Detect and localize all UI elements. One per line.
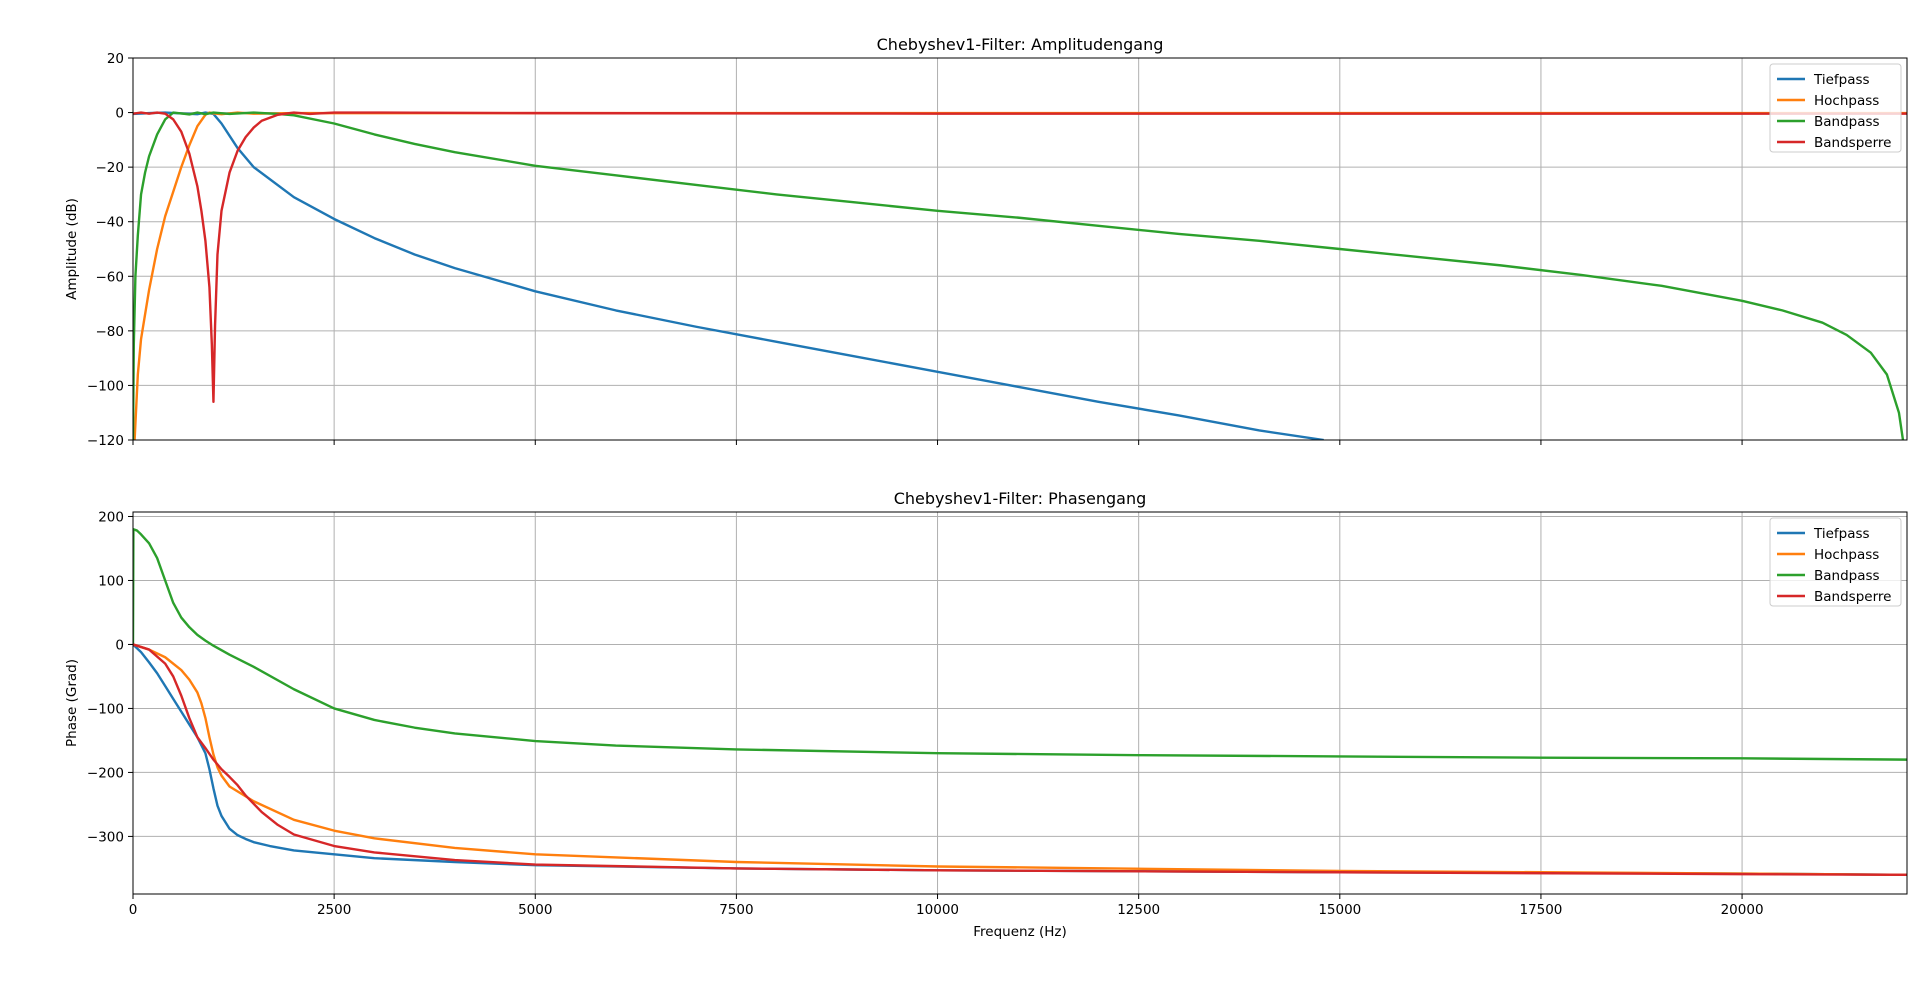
legend-box (1769, 517, 1902, 607)
legend: Tiefpass Hochpass Bandpass Bandsperre (1769, 517, 1902, 607)
series-group (133, 111, 1907, 440)
y-tick-label: 0 (115, 106, 124, 122)
y-tick-label: −80 (96, 324, 125, 340)
x-tick-label: 7500 (719, 902, 753, 918)
legend-label: Bandpass (1814, 114, 1880, 130)
legend-label: Tiefpass (1813, 72, 1870, 88)
y-tick-label: 100 (98, 573, 124, 589)
legend-label: Bandsperre (1814, 135, 1891, 151)
y-tick-label: −40 (96, 215, 125, 231)
x-tick-label: 0 (129, 902, 138, 918)
plot-amplitude: 20 0 −20 −40 −60 −80 −100 −120 Chebyshev1-Filter… (64, 35, 1908, 449)
y-tick-label: −120 (87, 433, 124, 449)
y-tick-label: −20 (96, 160, 125, 176)
y-tick-label: −200 (87, 765, 124, 781)
x-tick-label: 10000 (916, 902, 959, 918)
x-tick-label: 15000 (1318, 902, 1361, 918)
legend: Tiefpass Hochpass Bandpass Bandsperre (1769, 63, 1902, 153)
x-tick-label: 20000 (1721, 902, 1764, 918)
y-axis-label: Phase (Grad) (64, 659, 80, 747)
series-line-bandpass (133, 528, 1907, 761)
x-tick-label: 17500 (1519, 902, 1562, 918)
y-tick-label: −60 (96, 269, 125, 285)
y-tick-label: 20 (107, 51, 124, 67)
series-line-bandsperre (133, 111, 1907, 403)
legend-box (1769, 63, 1902, 153)
x-axis-label: Frequenz (Hz) (973, 924, 1066, 940)
y-tick-label: −300 (87, 829, 124, 845)
legend-label: Bandsperre (1814, 589, 1891, 605)
y-tick-label: −100 (87, 701, 124, 717)
axes-frame (132, 511, 1908, 895)
chart-title: Chebyshev1-Filter: Amplitudengang (877, 35, 1164, 54)
legend-label: Hochpass (1814, 93, 1879, 109)
y-tick-label: −100 (87, 378, 124, 394)
x-tick-label: 12500 (1117, 902, 1160, 918)
series-line-bandsperre (133, 643, 1907, 876)
legend-label: Hochpass (1814, 547, 1879, 563)
x-tick-label: 5000 (518, 902, 552, 918)
series-line-hochpass (133, 643, 1907, 876)
legend-label: Tiefpass (1813, 526, 1870, 542)
y-axis-label: Amplitude (dB) (64, 198, 80, 300)
series-group (133, 528, 1907, 876)
plot-phase: 0 2500 5000 7500 10000 12500 15000 17500 20000 20… (64, 489, 1908, 940)
series-line-bandpass (133, 111, 1905, 440)
axes-frame (132, 57, 1908, 441)
legend-label: Bandpass (1814, 568, 1880, 584)
y-tick-label: 0 (115, 637, 124, 653)
x-tick-label: 2500 (317, 902, 351, 918)
chart-title: Chebyshev1-Filter: Phasengang (894, 489, 1147, 508)
y-tick-label: 200 (98, 509, 124, 525)
